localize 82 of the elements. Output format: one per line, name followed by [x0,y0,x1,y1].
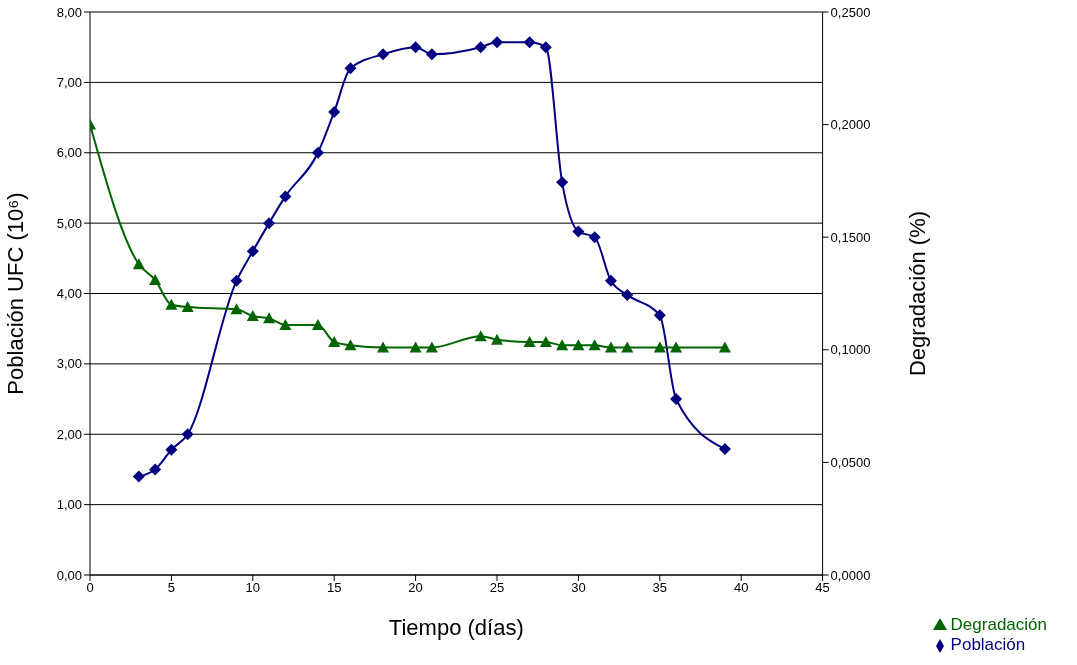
point [621,341,634,353]
point [246,245,259,258]
y2-tick-label: 0,2000 [830,117,871,133]
point [491,333,503,345]
point [556,339,569,351]
y-tick-label: 4,00 [56,286,82,302]
point [474,41,487,54]
x-tick-label: 15 [326,580,342,596]
point [149,273,162,285]
y-axis-title: Población UFC (10⁶) [2,192,28,395]
point [230,274,243,287]
point [572,339,585,351]
point [230,303,243,315]
point [246,310,259,322]
point [670,341,683,353]
y2-tick-label: 0,1000 [830,342,871,358]
point [718,443,731,456]
point [263,312,276,324]
point [670,393,683,406]
point [539,335,552,347]
point [377,48,390,61]
point [328,105,341,118]
point [279,319,292,331]
point [149,463,162,476]
point [344,62,357,75]
point [604,274,617,287]
point [311,146,324,159]
point [604,341,617,353]
y-tick-label: 6,00 [56,145,82,161]
point [181,301,194,313]
point [165,443,178,456]
point [491,36,503,49]
point [718,341,731,353]
point [588,339,601,351]
point [523,36,536,49]
point [409,41,422,54]
point [311,319,324,331]
y-tick-label: 0,00 [56,567,82,583]
point [425,48,438,61]
point [653,341,666,353]
x-tick-label: 30 [571,580,586,596]
x-tick-label: 5 [167,580,176,596]
y-tick-label: 3,00 [56,356,82,372]
y2-tick-label: 0,0000 [830,567,871,583]
point [425,341,438,353]
point [181,428,194,441]
legend-label: Degradación [950,615,1047,634]
point [572,225,585,238]
point [474,330,487,342]
x-axis-title: Tiempo (días) [388,615,524,640]
y-tick-label: 5,00 [56,215,82,231]
point [263,217,276,230]
point [328,335,341,347]
x-tick-label: 25 [489,580,505,596]
point [377,341,390,353]
point [409,341,422,353]
y2-tick-label: 0,1500 [830,229,871,245]
x-tick-label: 0 [86,580,94,596]
point [588,231,601,244]
legend-label: Población [950,635,1026,654]
point [621,288,634,301]
x-tick-label: 35 [652,580,668,596]
point [132,258,145,270]
x-tick-label: 20 [408,580,423,596]
point [523,335,536,347]
x-tick-label: 40 [733,580,749,596]
y2-tick-label: 0,0500 [830,455,871,471]
point [165,298,178,310]
x-tick-label: 10 [245,580,261,596]
point [344,339,357,351]
y-tick-label: 2,00 [56,426,82,442]
point [132,470,145,483]
point [539,41,552,54]
y-tick-label: 7,00 [56,74,82,90]
y2-tick-label: 0,2500 [830,4,871,20]
point [279,190,292,203]
point [653,309,666,322]
y-tick-label: 1,00 [56,497,82,513]
x-tick-label: 45 [815,580,830,596]
point [556,176,569,189]
y2-axis-title: Degradación (%) [905,210,931,377]
y-tick-label: 8,00 [56,4,82,20]
